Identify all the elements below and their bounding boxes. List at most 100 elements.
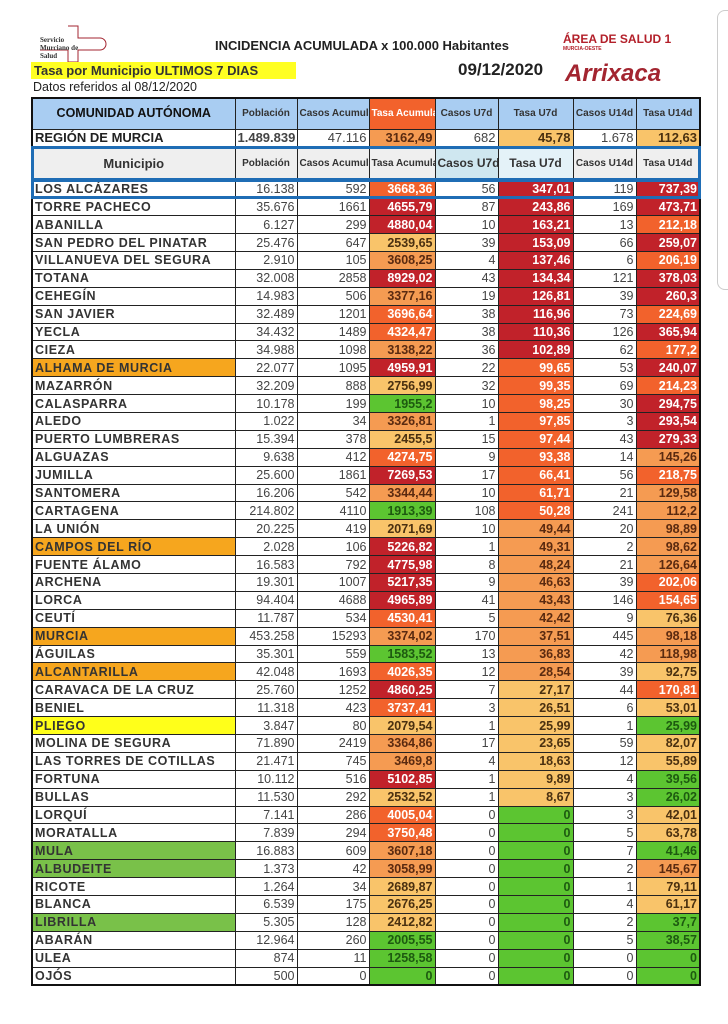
cell-name: CIEZA xyxy=(31,340,236,360)
cell-poblacion: 25.760 xyxy=(234,680,298,700)
cell-casos-u14d: 56 xyxy=(572,465,637,485)
cell-casos: 11 xyxy=(296,948,370,968)
cell-casos-u14d: 241 xyxy=(572,501,637,521)
cell-tasa-u7d: 347,01 xyxy=(497,179,574,199)
cell-casos-u7d: 8 xyxy=(434,555,499,574)
cell-casos-u14d: 1 xyxy=(572,877,637,897)
table-row: CAMPOS DEL RÍO 2.028 106 5226,82 1 49,31 2 98,6… xyxy=(31,537,701,557)
cell-poblacion: 12.964 xyxy=(234,930,298,950)
cell-casos: 294 xyxy=(296,823,370,843)
cell-tasa: 5226,82 xyxy=(368,537,436,557)
cell-poblacion: 874 xyxy=(234,948,298,968)
incidence-table: COMUNIDAD AUTÓNOMA Población Casos Acumu… xyxy=(31,97,701,986)
region-casos-u14d: 1.678 xyxy=(572,128,637,148)
cell-casos-u14d: 119 xyxy=(572,179,637,199)
cell-poblacion: 11.787 xyxy=(234,608,298,628)
cell-poblacion: 1.022 xyxy=(234,411,298,431)
cell-casos-u14d: 445 xyxy=(572,626,637,646)
cell-casos-u7d: 7 xyxy=(434,680,499,700)
cell-casos: 106 xyxy=(296,537,370,557)
table-row: BLANCA 6.539 175 2676,25 0 0 4 61,17 xyxy=(31,895,701,914)
cell-poblacion: 16.583 xyxy=(234,555,298,574)
cell-casos-u14d: 66 xyxy=(572,233,637,252)
cell-tasa: 4860,25 xyxy=(368,680,436,700)
cell-name: CARTAGENA xyxy=(31,501,236,521)
cell-tasa-u14d: 473,71 xyxy=(635,197,701,217)
cell-casos-u7d: 0 xyxy=(434,895,499,914)
cell-poblacion: 16.883 xyxy=(234,841,298,861)
cell-tasa-u14d: 26,02 xyxy=(635,787,701,807)
cell-casos: 105 xyxy=(296,250,370,270)
table-row: ALGUAZAS 9.638 412 4274,75 9 93,38 14 145,26 xyxy=(31,447,701,467)
cell-tasa-u14d: 79,11 xyxy=(635,877,701,897)
table-row: ALHAMA DE MURCIA 22.077 1095 4959,91 22 99,65… xyxy=(31,358,701,378)
cell-tasa-u7d: 27,17 xyxy=(497,680,574,700)
cell-tasa-u7d: 163,21 xyxy=(497,215,574,235)
cell-tasa-u7d: 61,71 xyxy=(497,483,574,503)
cell-casos-u7d: 9 xyxy=(434,572,499,592)
cell-tasa-u7d: 0 xyxy=(497,823,574,843)
table-row: ALBUDEITE 1.373 42 3058,99 0 0 2 145,67 xyxy=(31,859,701,879)
cell-tasa-u14d: 170,81 xyxy=(635,680,701,700)
cell-casos: 1489 xyxy=(296,322,370,342)
report-date: 09/12/2020 xyxy=(458,60,544,79)
cell-casos: 0 xyxy=(296,966,370,986)
table-row: OJÓS 500 0 0 0 0 0 0 xyxy=(31,966,701,986)
side-panel-edge xyxy=(717,10,728,290)
table-row: LORCA 94.404 4688 4965,89 41 43,43 146 154,65 xyxy=(31,590,701,610)
cell-tasa-u14d: 212,18 xyxy=(635,215,701,235)
cell-tasa-u7d: 134,34 xyxy=(497,268,574,288)
col-poblacion: Población xyxy=(234,97,298,130)
cell-name: ÁGUILAS xyxy=(31,644,236,664)
cell-casos-u14d: 21 xyxy=(572,483,637,503)
cell-casos: 4688 xyxy=(296,590,370,610)
cell-name: ARCHENA xyxy=(31,572,236,592)
cell-casos-u7d: 1 xyxy=(434,716,499,735)
cell-name: TORRE PACHECO xyxy=(31,197,236,217)
cell-name: SAN JAVIER xyxy=(31,304,236,324)
cell-tasa-u14d: 38,57 xyxy=(635,930,701,950)
cell-casos-u14d: 42 xyxy=(572,644,637,664)
table-row: TOTANA 32.008 2858 8929,02 43 134,34 121 378,03 xyxy=(31,268,701,288)
cell-name: ALHAMA DE MURCIA xyxy=(31,358,236,378)
cell-casos: 534 xyxy=(296,608,370,628)
table-row: FORTUNA 10.112 516 5102,85 1 9,89 4 39,56 xyxy=(31,769,701,789)
cell-poblacion: 94.404 xyxy=(234,590,298,610)
cell-poblacion: 42.048 xyxy=(234,662,298,682)
cell-name: JUMILLA xyxy=(31,465,236,485)
cell-tasa: 3374,02 xyxy=(368,626,436,646)
col-tasa: Tasa Acumulada xyxy=(368,97,436,130)
cell-name: MAZARRÓN xyxy=(31,376,236,396)
table-row: LOS ALCÁZARES 16.138 592 3668,36 56 347,01 119… xyxy=(31,178,701,199)
cell-tasa-u14d: 37,7 xyxy=(635,912,701,932)
cell-tasa: 3608,25 xyxy=(368,250,436,270)
cell-tasa-u7d: 18,63 xyxy=(497,751,574,771)
cell-tasa-u14d: 240,07 xyxy=(635,358,701,378)
cell-casos-u7d: 4 xyxy=(434,250,499,270)
cell-tasa: 3377,16 xyxy=(368,286,436,306)
table-row: VILLANUEVA DEL SEGURA 2.910 105 3608,25 4 137… xyxy=(31,250,701,270)
cell-tasa-u14d: 25,99 xyxy=(635,716,701,735)
cell-casos-u7d: 32 xyxy=(434,376,499,396)
cell-casos-u14d: 169 xyxy=(572,197,637,217)
col-casos-u14d: Casos U14d xyxy=(572,146,637,181)
cell-casos: 299 xyxy=(296,215,370,235)
cell-casos-u14d: 53 xyxy=(572,358,637,378)
cell-casos: 506 xyxy=(296,286,370,306)
cell-casos: 792 xyxy=(296,555,370,574)
cell-casos-u14d: 39 xyxy=(572,572,637,592)
cell-casos: 260 xyxy=(296,930,370,950)
cell-poblacion: 35.301 xyxy=(234,644,298,664)
cell-tasa-u7d: 97,44 xyxy=(497,429,574,449)
cell-casos: 2858 xyxy=(296,268,370,288)
col-casos: Casos Acumulados xyxy=(296,97,370,130)
report-title: INCIDENCIA ACUMULADA x 100.000 Habitante… xyxy=(215,38,510,53)
cell-tasa-u14d: 63,78 xyxy=(635,823,701,843)
cell-poblacion: 15.394 xyxy=(234,429,298,449)
cell-poblacion: 21.471 xyxy=(234,751,298,771)
table-row: LORQUÍ 7.141 286 4005,04 0 0 3 42,01 xyxy=(31,805,701,825)
table-row: MOLINA DE SEGURA 71.890 2419 3364,86 17 23,65… xyxy=(31,734,701,753)
cell-casos-u7d: 1 xyxy=(434,411,499,431)
cell-tasa-u7d: 110,36 xyxy=(497,322,574,342)
table-row: SAN JAVIER 32.489 1201 3696,64 38 116,96 73 224… xyxy=(31,304,701,324)
